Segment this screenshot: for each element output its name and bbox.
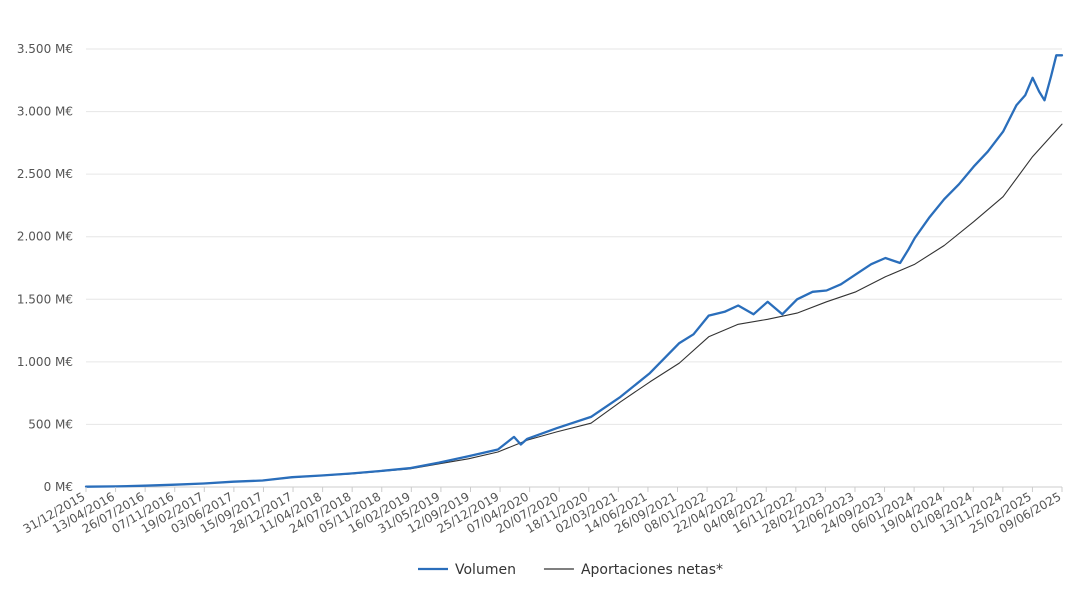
x-axis-tick-labels: 31/12/201513/04/201626/07/201607/11/2016… [21,487,1064,536]
series-lines [84,54,1064,488]
legend: Volumen Aportaciones netas* [418,562,723,578]
y-tick-label: 2.000 M€ [17,230,73,244]
y-tick-label: 0 M€ [44,480,73,494]
gridlines [86,48,1062,425]
y-tick-label: 500 M€ [28,417,73,431]
series-line-volumen [84,54,1064,488]
legend-label: Aportaciones netas* [581,562,723,578]
series-line-aportaciones [85,123,1063,488]
y-tick-label: 1.000 M€ [17,355,73,369]
legend-label: Volumen [455,562,516,578]
y-tick-label: 3.000 M€ [17,105,73,119]
y-axis-tick-labels: 0 M€ 500 M€ 1.000 M€ 1.500 M€ 2.000 M€ 2.500 … [17,42,73,494]
y-tick-label: 2.500 M€ [17,167,73,181]
y-tick-label: 1.500 M€ [17,292,73,306]
y-tick-label: 3.500 M€ [17,42,73,56]
legend-item[interactable]: Volumen [418,562,516,578]
legend-item[interactable]: Aportaciones netas* [543,562,723,578]
